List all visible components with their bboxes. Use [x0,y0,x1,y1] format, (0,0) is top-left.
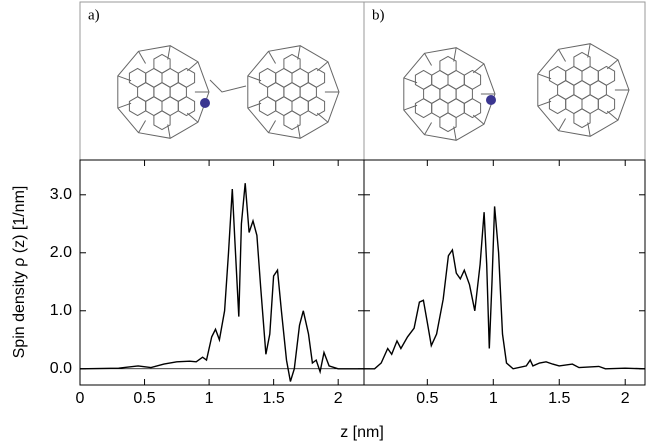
x-tick-label: 2 [621,390,630,407]
plot-frame [363,159,646,386]
y-tick-label: 0.0 [50,360,72,377]
cage-outline [537,43,630,137]
structure-frame [79,1,365,161]
cage-bond [453,126,457,141]
cage-bond [186,112,199,123]
cage-ring [597,94,616,115]
x-tick-label: 0 [76,390,85,407]
cage-bond [117,75,132,82]
cage-bond [247,75,262,82]
cage-bond [167,45,171,60]
cage-bond [537,73,552,80]
cage-bond [453,47,457,62]
cage-bond [138,51,146,64]
cage-bond [472,114,485,125]
cage-outline [117,45,210,139]
structure-frame [363,1,646,161]
cage-bond [247,102,262,109]
spin-density-line [364,206,646,370]
cage-bond [424,122,432,135]
x-tick-label: 1.5 [548,390,570,407]
cage-bond [186,61,199,72]
cage-bond [403,77,418,84]
y-tick-label: 3.0 [50,186,72,203]
x-tick-label: 1 [489,390,498,407]
cage-bond [606,110,619,121]
cage-bond [316,112,329,123]
cage-bond [587,122,591,137]
cage-bond [558,49,566,62]
cage-bond [268,120,276,133]
cage-outline [247,45,340,139]
cage-bond [117,102,132,109]
cage-bond [167,124,171,139]
atom [200,98,210,108]
cage-ring [177,67,196,88]
cage-ring [307,96,326,117]
x-tick-label: 0.5 [416,390,438,407]
spin-density-line [79,183,364,382]
panel-label: b) [372,7,385,23]
cage-ring [177,96,196,117]
cage-bond [297,124,301,139]
plot-frame [79,159,365,386]
panel-label: a) [88,7,100,23]
cage-bond [587,43,591,58]
atom [486,95,496,105]
y-tick-label: 2.0 [50,244,72,261]
cage-ring [597,65,616,86]
cage-bond [606,59,619,70]
fullerene [403,47,496,141]
cage-ring [463,69,482,90]
cage-ring [307,67,326,88]
cage-ring [463,98,482,119]
dimer-bond [209,79,247,93]
x-tick-label: 1 [205,390,214,407]
y-axis-label: Spin density ρ (z) [1/nm] [11,186,28,359]
x-tick-label: 0.5 [133,390,155,407]
x-axis-label: z [nm] [340,424,384,441]
cage-bond [558,118,566,131]
cage-outline [403,47,496,141]
fullerene [117,45,210,139]
cage-bond [268,51,276,64]
cage-bond [424,53,432,66]
cage-bond [472,63,485,74]
cage-bond [138,120,146,133]
cage-bond [403,104,418,111]
fullerene [537,43,630,137]
cage-bond [316,61,329,72]
cage-bond [537,100,552,107]
x-tick-label: 2 [334,390,343,407]
y-tick-label: 1.0 [50,302,72,319]
x-tick-label: 1.5 [263,390,285,407]
fullerene [247,45,340,139]
cage-bond [297,45,301,60]
